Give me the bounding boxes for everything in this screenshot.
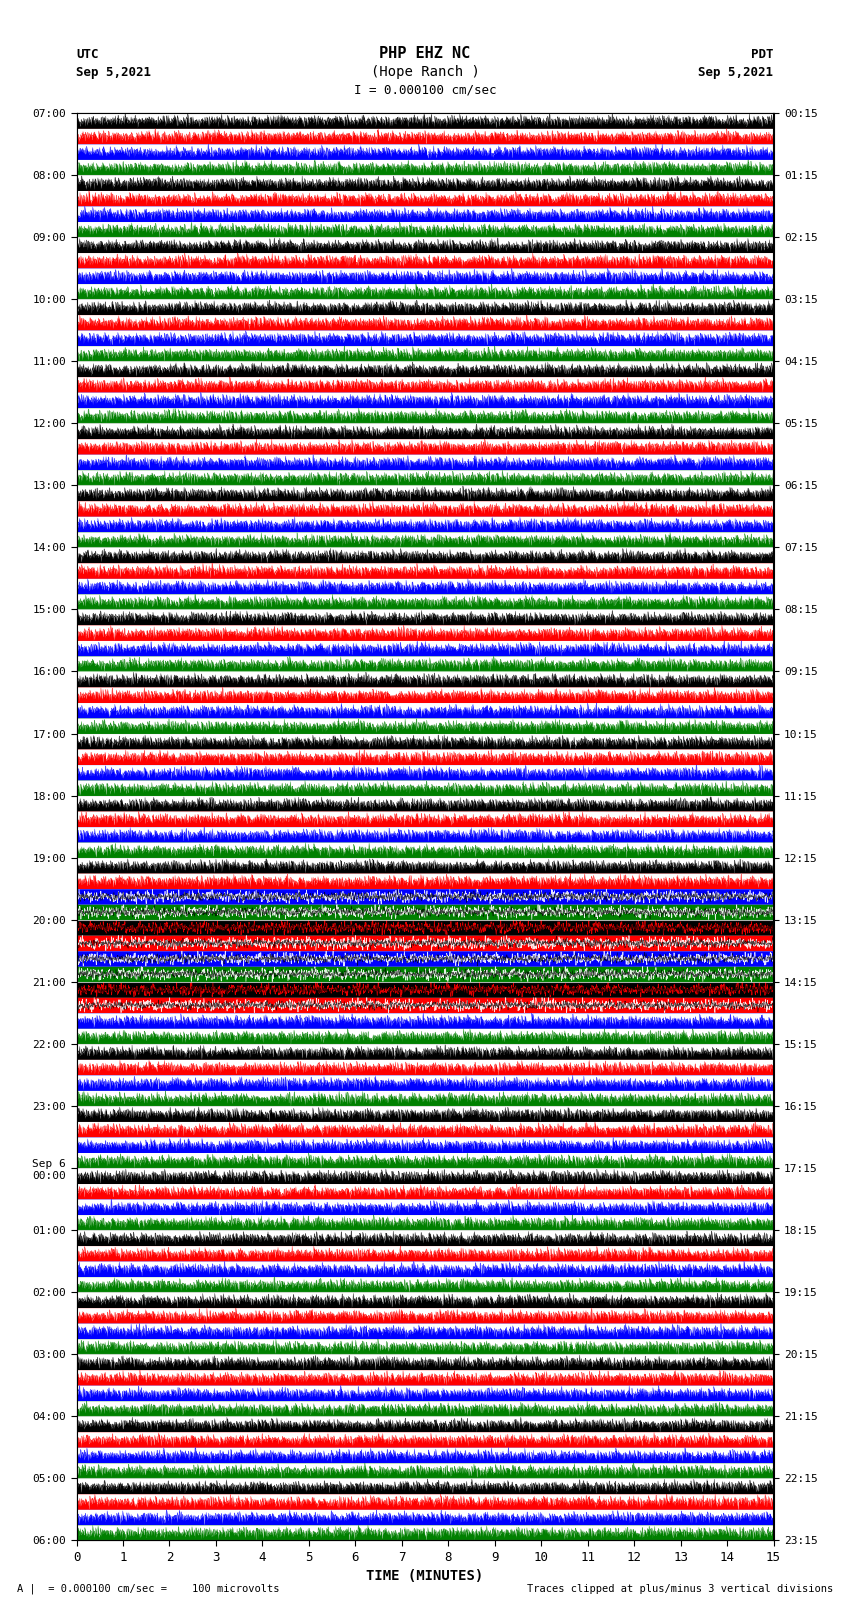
X-axis label: TIME (MINUTES): TIME (MINUTES) — [366, 1569, 484, 1584]
Text: Traces clipped at plus/minus 3 vertical divisions: Traces clipped at plus/minus 3 vertical … — [527, 1584, 833, 1594]
Text: Sep 5,2021: Sep 5,2021 — [76, 66, 151, 79]
Text: PHP EHZ NC: PHP EHZ NC — [379, 47, 471, 61]
Text: UTC: UTC — [76, 48, 99, 61]
Text: Sep 5,2021: Sep 5,2021 — [699, 66, 774, 79]
Text: I = 0.000100 cm/sec: I = 0.000100 cm/sec — [354, 84, 496, 97]
Text: (Hope Ranch ): (Hope Ranch ) — [371, 65, 479, 79]
Text: A |  = 0.000100 cm/sec =    100 microvolts: A | = 0.000100 cm/sec = 100 microvolts — [17, 1582, 280, 1594]
Text: PDT: PDT — [751, 48, 774, 61]
